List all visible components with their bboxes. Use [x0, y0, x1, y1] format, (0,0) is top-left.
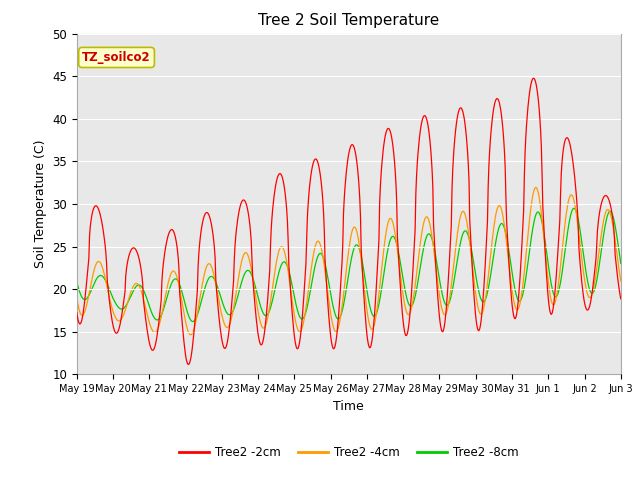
- X-axis label: Time: Time: [333, 400, 364, 413]
- Text: TZ_soilco2: TZ_soilco2: [82, 51, 151, 64]
- Title: Tree 2 Soil Temperature: Tree 2 Soil Temperature: [258, 13, 440, 28]
- Y-axis label: Soil Temperature (C): Soil Temperature (C): [34, 140, 47, 268]
- Legend: Tree2 -2cm, Tree2 -4cm, Tree2 -8cm: Tree2 -2cm, Tree2 -4cm, Tree2 -8cm: [175, 442, 523, 464]
